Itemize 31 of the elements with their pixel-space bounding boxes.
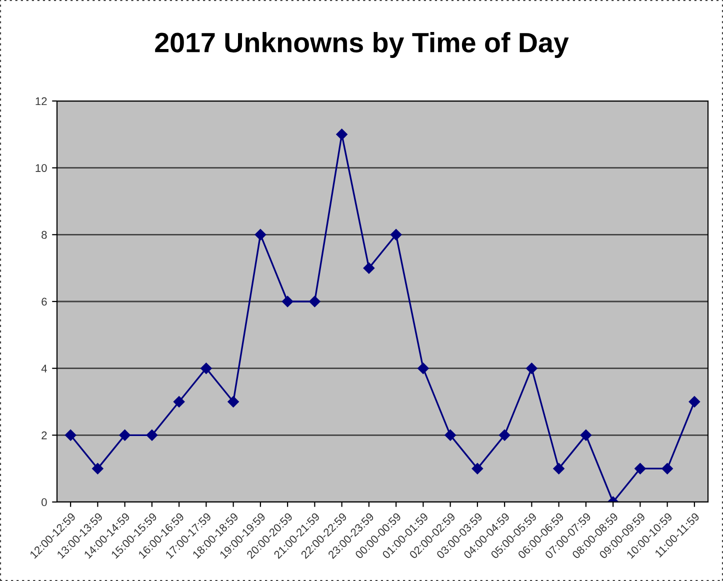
point [418,362,429,374]
y-tick-label: 8 [42,230,47,239]
point [688,396,700,408]
y-tick-label: 12 [36,97,47,106]
point [92,462,104,474]
point [363,262,375,274]
point [390,229,402,240]
point [146,430,158,441]
point [444,430,456,441]
y-tick-label: 10 [36,164,47,172]
point [472,462,484,474]
point [282,296,294,308]
point [228,396,239,408]
y-tick-label: 0 [42,498,47,506]
point [119,430,130,441]
point [336,128,348,140]
y-tick-label: 2 [42,431,47,440]
chart-title: 2017 Unknowns by Time of Day [155,32,569,58]
point [200,362,212,374]
y-tick-label: 4 [41,364,47,372]
point [553,462,564,474]
point [254,229,266,240]
point [662,462,673,474]
point [498,430,510,441]
point [64,430,76,441]
point [580,430,592,441]
point [173,396,185,408]
y-tick-label: 6 [42,298,47,306]
point [634,462,646,474]
point [309,296,320,308]
point [526,362,538,374]
